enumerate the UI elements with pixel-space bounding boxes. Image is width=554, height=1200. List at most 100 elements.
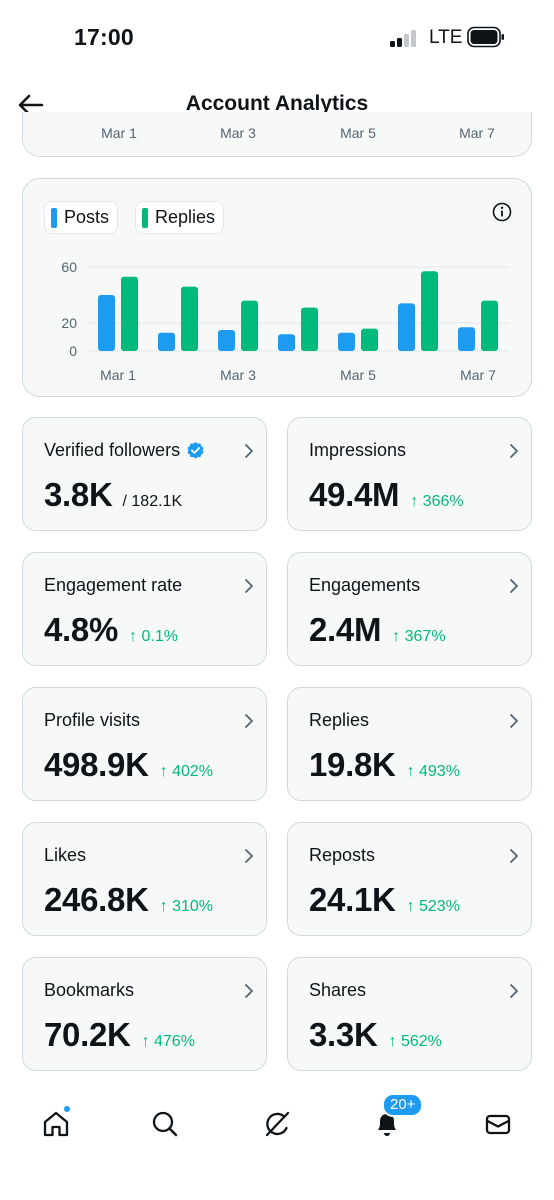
legend-posts-label: Posts bbox=[64, 207, 110, 227]
metric-label: Shares bbox=[309, 980, 367, 1000]
metric-value-row: 498.9K ↑ 402% bbox=[44, 746, 213, 784]
metric-total: / 182.1K bbox=[122, 493, 183, 510]
bar-posts bbox=[278, 334, 295, 351]
legend-posts[interactable]: Posts bbox=[44, 201, 119, 234]
status-bar: 17:00 LTE bbox=[0, 0, 554, 76]
metric-card-shares[interactable]: Shares 3.3K ↑ 562% bbox=[287, 957, 532, 1071]
top-bar: Account Analytics bbox=[0, 76, 554, 132]
metric-card-likes[interactable]: Likes 246.8K ↑ 310% bbox=[22, 822, 267, 936]
metric-change: ↑ 562% bbox=[388, 1033, 442, 1050]
metric-change: ↑ 0.1% bbox=[129, 628, 178, 645]
metric-label-wrap: Verified followers bbox=[44, 440, 205, 461]
signal-icon bbox=[390, 29, 420, 47]
metric-value: 246.8K bbox=[44, 881, 149, 918]
metric-card-engagements[interactable]: Engagements 2.4M ↑ 367% bbox=[287, 552, 532, 666]
bottom-tab-bar: 20+ bbox=[0, 1085, 554, 1165]
metric-card-replies[interactable]: Replies 19.8K ↑ 493% bbox=[287, 687, 532, 801]
chevron-right-icon bbox=[510, 714, 518, 728]
chevron-right-icon bbox=[245, 579, 253, 593]
legend-replies[interactable]: Replies bbox=[135, 201, 225, 234]
tab-notifications[interactable]: 20+ bbox=[370, 1093, 424, 1141]
posts-swatch bbox=[51, 207, 57, 228]
metric-value-row: 19.8K ↑ 493% bbox=[309, 746, 460, 784]
bar-chart: 0 20 60 Mar 1 Mar 3 Mar 5 Mar 7 bbox=[61, 259, 509, 383]
metric-change: ↑ 366% bbox=[410, 493, 464, 510]
bar-replies bbox=[241, 300, 258, 351]
status-time: 17:00 bbox=[74, 24, 134, 50]
metric-change: ↑ 367% bbox=[392, 628, 446, 645]
metric-value-row: 3.3K ↑ 562% bbox=[309, 1016, 442, 1054]
bar-replies bbox=[301, 307, 318, 351]
info-icon[interactable] bbox=[491, 201, 513, 223]
tick-label: Mar 3 bbox=[220, 125, 256, 141]
chevron-right-icon bbox=[245, 849, 253, 863]
metric-label: Reposts bbox=[309, 845, 376, 865]
posts-replies-chart-card: Posts Replies 0 20 60 Mar 1 Mar 3 Mar 5 Mar 7 bbox=[22, 178, 532, 397]
search-icon bbox=[152, 1111, 178, 1137]
legend-replies-label: Replies bbox=[155, 207, 216, 227]
notifications-badge: 20+ bbox=[382, 1093, 424, 1117]
bar-replies bbox=[181, 286, 198, 351]
metric-label: Verified followers bbox=[44, 440, 181, 460]
metric-change: ↑ 310% bbox=[159, 898, 213, 915]
metric-card-profile-visits[interactable]: Profile visits 498.9K ↑ 402% bbox=[22, 687, 267, 801]
metric-value: 70.2K bbox=[44, 1016, 131, 1053]
metric-value: 49.4M bbox=[309, 476, 400, 513]
tab-home[interactable] bbox=[39, 1105, 73, 1141]
tab-messages[interactable] bbox=[481, 1107, 515, 1141]
metric-label: Likes bbox=[44, 845, 87, 865]
metric-value-row: 246.8K ↑ 310% bbox=[44, 881, 213, 919]
metric-change: ↑ 493% bbox=[406, 763, 460, 780]
back-button[interactable] bbox=[16, 90, 46, 120]
metric-value-row: 24.1K ↑ 523% bbox=[309, 881, 460, 919]
chevron-right-icon bbox=[510, 849, 518, 863]
bar-posts bbox=[458, 327, 475, 351]
y-tick-label: 0 bbox=[69, 343, 77, 359]
y-tick-label: 20 bbox=[61, 315, 77, 331]
metric-value: 3.8K bbox=[44, 476, 113, 513]
tab-search[interactable] bbox=[148, 1107, 182, 1141]
metric-card-engagement-rate[interactable]: Engagement rate 4.8% ↑ 0.1% bbox=[22, 552, 267, 666]
metric-change: ↑ 402% bbox=[159, 763, 213, 780]
tick-label: Mar 7 bbox=[459, 125, 495, 141]
bar-replies bbox=[361, 328, 378, 351]
metric-value-row: 49.4M ↑ 366% bbox=[309, 476, 464, 514]
chevron-right-icon bbox=[245, 444, 253, 458]
x-tick-label: Mar 5 bbox=[340, 367, 376, 383]
metric-card-impressions[interactable]: Impressions 49.4M ↑ 366% bbox=[287, 417, 532, 531]
metric-value-row: 70.2K ↑ 476% bbox=[44, 1016, 195, 1054]
metric-change: ↑ 523% bbox=[406, 898, 460, 915]
metric-value-row: 3.8K / 182.1K bbox=[44, 476, 182, 514]
metric-value: 498.9K bbox=[44, 746, 149, 783]
metric-card-reposts[interactable]: Reposts 24.1K ↑ 523% bbox=[287, 822, 532, 936]
metric-label: Bookmarks bbox=[44, 980, 135, 1000]
x-tick-label: Mar 3 bbox=[220, 367, 256, 383]
arrow-left-icon bbox=[18, 94, 44, 116]
bar-posts bbox=[218, 330, 235, 351]
bar-replies bbox=[121, 276, 138, 351]
home-notification-dot bbox=[63, 1105, 71, 1113]
metric-label: Profile visits bbox=[44, 710, 141, 730]
metric-label: Impressions bbox=[309, 440, 407, 460]
tab-grok[interactable] bbox=[260, 1107, 294, 1141]
metric-card-verified-followers[interactable]: Verified followers 3.8K / 182.1K bbox=[22, 417, 267, 531]
metric-value: 2.4M bbox=[309, 611, 382, 648]
bar-posts bbox=[98, 295, 115, 351]
y-tick-label: 60 bbox=[61, 259, 77, 275]
metric-value: 19.8K bbox=[309, 746, 396, 783]
metric-value: 4.8% bbox=[44, 611, 119, 648]
metric-label: Replies bbox=[309, 710, 370, 730]
notifications-icon bbox=[378, 1114, 396, 1136]
bar-posts bbox=[398, 303, 415, 351]
bar-replies bbox=[421, 271, 438, 351]
metric-value: 24.1K bbox=[309, 881, 396, 918]
x-tick-label: Mar 7 bbox=[460, 367, 496, 383]
metric-label: Engagements bbox=[309, 575, 421, 595]
tick-label: Mar 1 bbox=[101, 125, 137, 141]
metric-label: Engagement rate bbox=[44, 575, 183, 595]
chevron-right-icon bbox=[510, 984, 518, 998]
replies-swatch bbox=[142, 207, 148, 228]
previous-chart-card: Mar 1 Mar 3 Mar 5 Mar 7 bbox=[22, 112, 532, 157]
metric-card-bookmarks[interactable]: Bookmarks 70.2K ↑ 476% bbox=[22, 957, 267, 1071]
messages-icon bbox=[485, 1114, 511, 1135]
